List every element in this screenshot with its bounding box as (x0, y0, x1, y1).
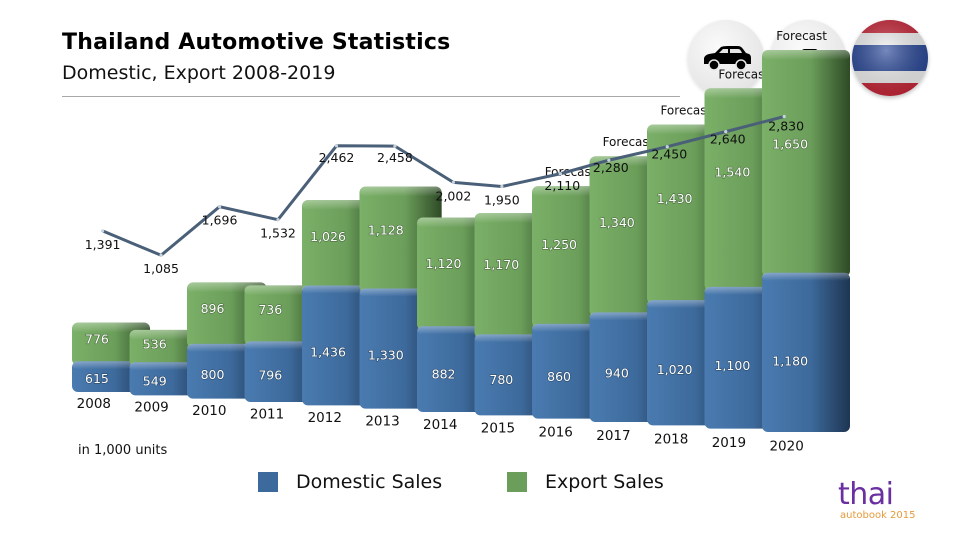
data-label-export: 1,650 (772, 137, 808, 152)
data-label-export: 1,430 (657, 191, 693, 206)
logo-tagline: autobook 2015 (840, 510, 916, 521)
data-label-export: 736 (258, 302, 282, 317)
legend-swatch-domestic (258, 472, 278, 492)
data-label-domestic: 1,180 (772, 353, 808, 368)
x-tick-label: 2014 (423, 417, 457, 433)
line-data-label: 2,450 (651, 147, 687, 162)
data-label-export: 1,128 (368, 222, 404, 237)
thai-autobook-logo: thai autobook 2015 (838, 477, 948, 522)
data-label-domestic: 780 (489, 372, 513, 387)
line-point (217, 205, 222, 209)
data-label-domestic: 615 (85, 371, 109, 386)
forecast-label: Forecast (776, 29, 827, 43)
data-label-domestic: 1,100 (714, 358, 750, 373)
line-point (159, 253, 163, 257)
forecast-label: Forecast (718, 67, 769, 81)
x-tick-label: 2016 (539, 424, 573, 440)
line-point (101, 229, 105, 233)
line-point (782, 114, 786, 119)
bar-domestic (762, 272, 850, 432)
data-label-export: 1,250 (541, 237, 577, 252)
x-tick-label: 2020 (769, 438, 803, 454)
bar-group-2020: 1,650 1,180 2020 Forecast (762, 29, 850, 454)
x-tick-label: 2013 (365, 414, 399, 430)
data-label-export: 1,170 (483, 257, 519, 272)
legend-item-domestic: Domestic Sales (258, 471, 442, 493)
line-point (558, 172, 562, 176)
line-point (393, 144, 397, 148)
passenger-car-icon (688, 20, 764, 96)
bar-domestic-highlight (762, 272, 850, 281)
line-point (500, 184, 504, 189)
data-label-export: 1,026 (310, 229, 346, 244)
unit-note: in 1,000 units (78, 443, 168, 458)
line-data-label: 2,110 (544, 178, 580, 193)
line-point (451, 180, 455, 184)
bar-export-highlight (359, 186, 442, 197)
x-tick-label: 2008 (77, 396, 111, 412)
data-label-export: 1,340 (599, 215, 635, 230)
line-data-label: 2,640 (710, 132, 746, 147)
x-tick-label: 2009 (134, 400, 168, 416)
line-data-label: 1,532 (260, 226, 296, 241)
data-label-domestic: 796 (258, 368, 282, 383)
data-label-domestic: 882 (432, 366, 456, 381)
data-label-domestic: 940 (605, 366, 629, 381)
data-label-domestic: 860 (547, 369, 571, 384)
data-label-domestic: 1,436 (310, 344, 346, 359)
legend-item-export: Export Sales (507, 471, 664, 493)
line-data-label: 1,085 (143, 261, 179, 276)
line-point (665, 145, 669, 149)
bar-export-highlight (72, 322, 150, 333)
title-divider (62, 96, 680, 97)
x-tick-label: 2017 (596, 428, 630, 444)
data-label-domestic: 1,020 (657, 362, 693, 377)
line-data-label: 2,280 (593, 160, 629, 175)
line-data-label: 1,950 (484, 192, 520, 207)
legend-label-export: Export Sales (545, 471, 664, 493)
line-point (276, 218, 280, 222)
line-data-label: 1,391 (85, 237, 121, 252)
x-tick-label: 2018 (654, 431, 688, 447)
data-label-export: 896 (201, 301, 225, 316)
x-tick-label: 2012 (308, 410, 342, 426)
line-point (334, 144, 339, 148)
data-label-domestic: 1,330 (368, 348, 404, 363)
bar-export-highlight (762, 49, 850, 60)
line-data-label: 2,830 (768, 119, 804, 134)
x-tick-label: 2019 (712, 435, 746, 451)
x-tick-label: 2015 (481, 421, 515, 437)
data-label-domestic: 549 (143, 373, 167, 388)
line-data-label: 2,458 (377, 150, 413, 165)
line-data-label: 2,462 (319, 150, 355, 165)
bar-export (762, 49, 850, 277)
x-tick-label: 2010 (192, 403, 226, 419)
legend-swatch-export (507, 472, 527, 492)
line-data-label: 2,002 (436, 188, 472, 203)
forecast-label: Forecast (660, 103, 711, 117)
line-data-label: 1,696 (202, 213, 238, 228)
line-point (724, 130, 728, 134)
chart-title: Thailand Automotive Statistics (62, 30, 451, 55)
data-label-domestic: 800 (201, 367, 225, 382)
data-label-export: 1,540 (714, 165, 750, 180)
chart-subtitle: Domestic, Export 2008-2019 (62, 62, 336, 84)
logo-brand: thai (838, 477, 894, 512)
data-label-export: 1,120 (426, 256, 462, 271)
data-label-export: 776 (85, 332, 109, 347)
legend-label-domestic: Domestic Sales (296, 471, 443, 493)
line-point (607, 158, 611, 162)
forecast-label: Forecast (603, 135, 654, 149)
data-label-export: 536 (143, 336, 167, 351)
x-tick-label: 2011 (250, 407, 284, 423)
